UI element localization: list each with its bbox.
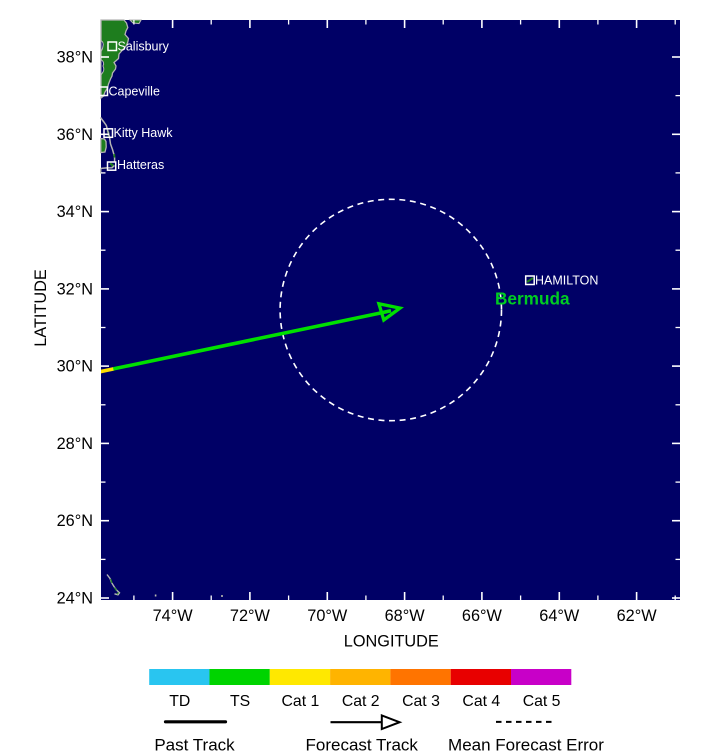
svg-text:66°W: 66°W xyxy=(462,607,503,625)
svg-text:Salisbury: Salisbury xyxy=(118,40,170,54)
svg-text:34°N: 34°N xyxy=(57,203,93,221)
svg-text:Cat 4: Cat 4 xyxy=(462,693,500,710)
svg-text:28°N: 28°N xyxy=(57,435,93,453)
svg-text:30°N: 30°N xyxy=(57,358,93,376)
svg-text:TD: TD xyxy=(169,693,190,710)
svg-text:Mean Forecast Error: Mean Forecast Error xyxy=(448,736,604,755)
svg-text:72°W: 72°W xyxy=(230,607,271,625)
svg-text:70°W: 70°W xyxy=(307,607,348,625)
svg-text:24°N: 24°N xyxy=(57,590,93,608)
svg-text:32°N: 32°N xyxy=(57,280,93,298)
svg-text:38°N: 38°N xyxy=(57,49,93,67)
svg-text:Hatteras: Hatteras xyxy=(117,158,164,172)
svg-text:Capeville: Capeville xyxy=(109,85,160,99)
svg-text:74°W: 74°W xyxy=(153,607,194,625)
svg-text:Cat 3: Cat 3 xyxy=(402,693,440,710)
svg-text:TS: TS xyxy=(230,693,250,710)
svg-text:LONGITUDE: LONGITUDE xyxy=(344,633,439,651)
svg-text:Forecast Track: Forecast Track xyxy=(305,736,418,755)
svg-text:64°W: 64°W xyxy=(539,607,580,625)
svg-text:36°N: 36°N xyxy=(57,126,93,144)
svg-text:62°W: 62°W xyxy=(617,607,658,625)
svg-text:LATITUDE: LATITUDE xyxy=(32,269,50,347)
svg-text:Kitty Hawk: Kitty Hawk xyxy=(114,126,174,140)
svg-text:68°W: 68°W xyxy=(385,607,426,625)
svg-text:HAMILTON: HAMILTON xyxy=(535,274,598,288)
svg-text:Past Track: Past Track xyxy=(154,736,235,755)
svg-text:26°N: 26°N xyxy=(57,512,93,530)
svg-text:Cat 2: Cat 2 xyxy=(342,693,380,710)
svg-text:Cat 1: Cat 1 xyxy=(282,693,320,710)
svg-text:Cat 5: Cat 5 xyxy=(523,693,561,710)
svg-text:Bermuda: Bermuda xyxy=(495,289,570,309)
